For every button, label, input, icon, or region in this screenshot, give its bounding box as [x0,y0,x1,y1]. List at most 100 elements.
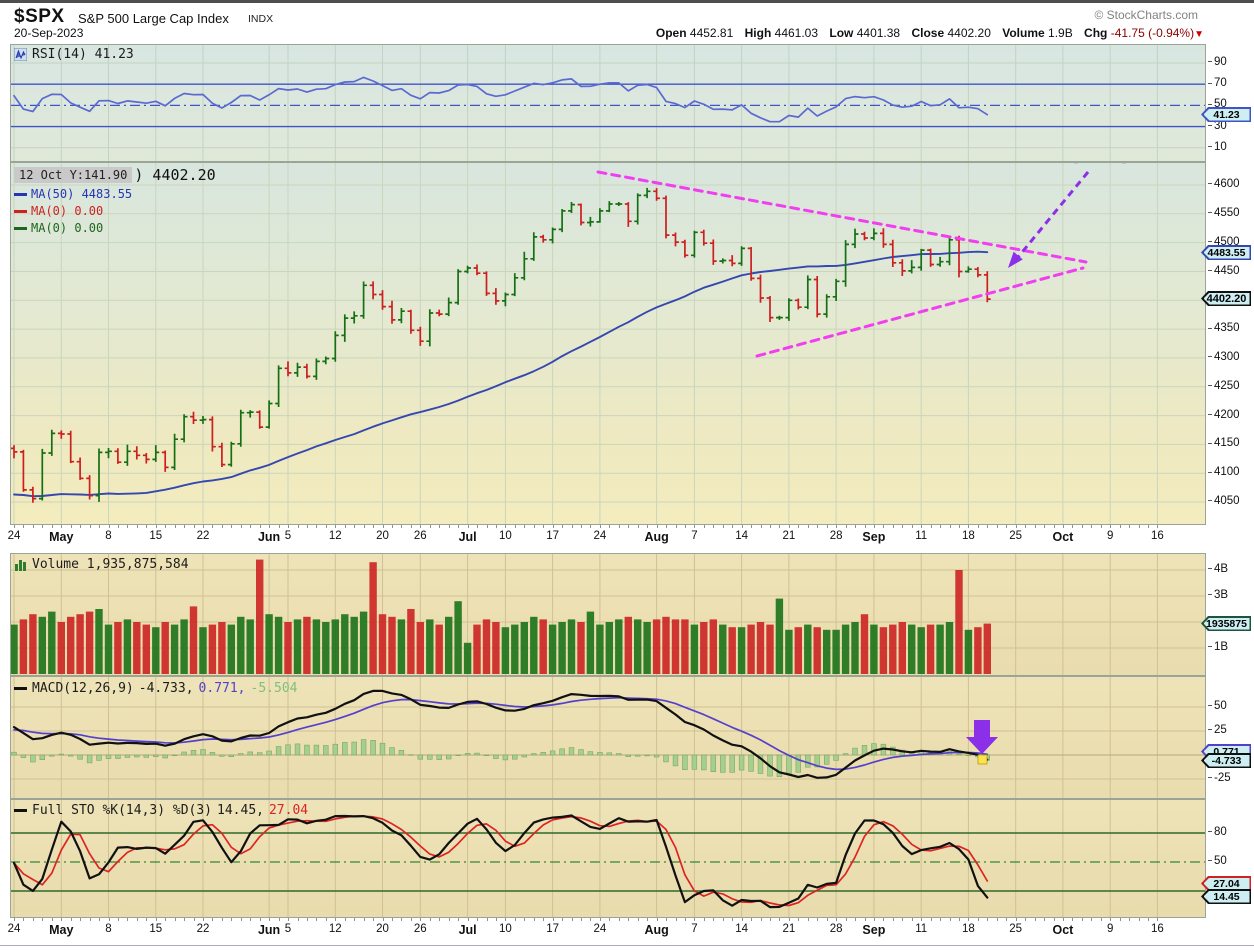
index-name: S&P 500 Large Cap Index [78,11,229,26]
day-tick [1100,918,1102,921]
y-axis-label: 4050 [1208,495,1240,507]
y-axis-label: 1B [1208,641,1228,653]
day-tick [165,525,167,528]
date-tick-label: Sep [862,923,886,937]
day-tick [628,525,630,528]
day-tick [798,918,800,921]
day-tick [439,525,441,528]
day-tick [1110,525,1112,528]
day-tick [930,525,932,528]
date-tick-label: 12 [328,923,342,935]
day-tick [675,525,677,528]
day-tick [23,525,25,528]
day-tick [193,525,195,528]
day-tick [873,918,875,921]
macd-value-badge: -4.733 [1201,753,1251,768]
y-axis-label: 50 [1208,700,1227,712]
day-tick [335,525,337,528]
y-axis-label: 80 [1208,826,1227,838]
y-axis-label: 4100 [1208,466,1240,478]
close-price-badge: 4402.20 [1201,291,1251,306]
volume-chart [10,553,1206,676]
day-tick [751,525,753,528]
chg-label: Chg [1084,26,1108,40]
day-tick [524,525,526,528]
y-axis-label: 10 [1208,141,1227,153]
day-tick [940,918,942,921]
date-tick-label: 11 [915,530,928,542]
date-tick-label: 9 [1106,530,1114,542]
chart-date: 20-Sep-2023 [14,26,84,40]
day-tick [987,525,989,528]
y-axis-label: 4300 [1208,351,1240,363]
day-tick [959,918,960,921]
date-tick-label: 5 [284,530,292,542]
day-tick [543,525,545,528]
day-tick [552,918,554,921]
day-tick [70,525,72,528]
macd-swatch-icon [14,687,27,690]
day-tick [1081,918,1083,921]
day-tick [826,918,828,921]
day-tick [684,525,686,528]
day-tick [713,525,715,528]
day-tick [316,525,318,528]
volume-legend: Volume 1,935,875,584 [14,557,189,572]
day-tick [70,918,72,921]
day-tick [514,918,516,921]
day-tick [921,525,923,528]
date-tick-label: 24 [593,530,607,542]
day-tick [477,918,478,921]
date-tick-label: Jul [458,530,477,544]
day-tick [278,525,280,528]
day-tick [533,918,535,921]
date-tick-label: Oct [1052,923,1074,937]
date-tick-label: 16 [1150,923,1164,935]
day-tick [684,918,686,921]
fomc-annotation: FOMC [1046,162,1134,170]
macd-value: -4.733, [138,681,194,696]
day-tick [647,918,649,921]
day-tick [1053,525,1055,528]
day-tick [269,525,271,528]
day-tick [117,918,119,921]
day-tick [495,525,497,528]
day-tick [420,918,422,921]
day-tick [562,525,564,528]
symbol-title: $SPX [14,6,65,27]
sto-k-badge: 14.45 [1201,889,1251,904]
day-tick [14,918,15,921]
stockcharts-credit: © StockCharts.com [1094,8,1198,22]
day-tick [155,525,157,528]
day-tick [807,525,809,528]
day-tick [911,525,913,528]
date-axis-bottom: 24 May 8 15 22 Jun 5 12 20 26 Jul 10 17 24 Aug 7 14 21 28 S… [8,918,1206,945]
day-tick [1072,918,1074,921]
volume-label: Volume [1002,26,1045,40]
top-bar [0,0,1254,3]
day-tick [836,525,838,528]
day-tick [1015,525,1017,528]
day-tick [637,525,639,528]
day-tick [599,525,601,528]
ma50-label: MA(50) 4483.55 [31,187,133,201]
day-tick [1157,918,1159,921]
day-tick [146,525,148,528]
day-tick [788,918,790,921]
y-axis-label: 4250 [1208,380,1240,392]
date-tick-label: 24 [593,923,607,935]
macd-down-arrow [966,720,998,765]
volume-value: 1.9B [1048,26,1073,40]
date-tick-label: 14 [735,923,748,935]
day-tick [354,525,356,528]
day-tick [892,525,894,528]
day-tick [571,918,573,921]
date-tick-label: 7 [691,923,698,935]
day-tick [968,918,970,921]
rsi-value-badge: 41.23 [1201,107,1251,122]
day-tick [401,918,403,921]
price-panel: FOMC [10,162,1206,525]
day-tick [949,525,951,528]
rsi-icon [14,48,27,61]
y-axis-label: 4350 [1208,322,1240,334]
